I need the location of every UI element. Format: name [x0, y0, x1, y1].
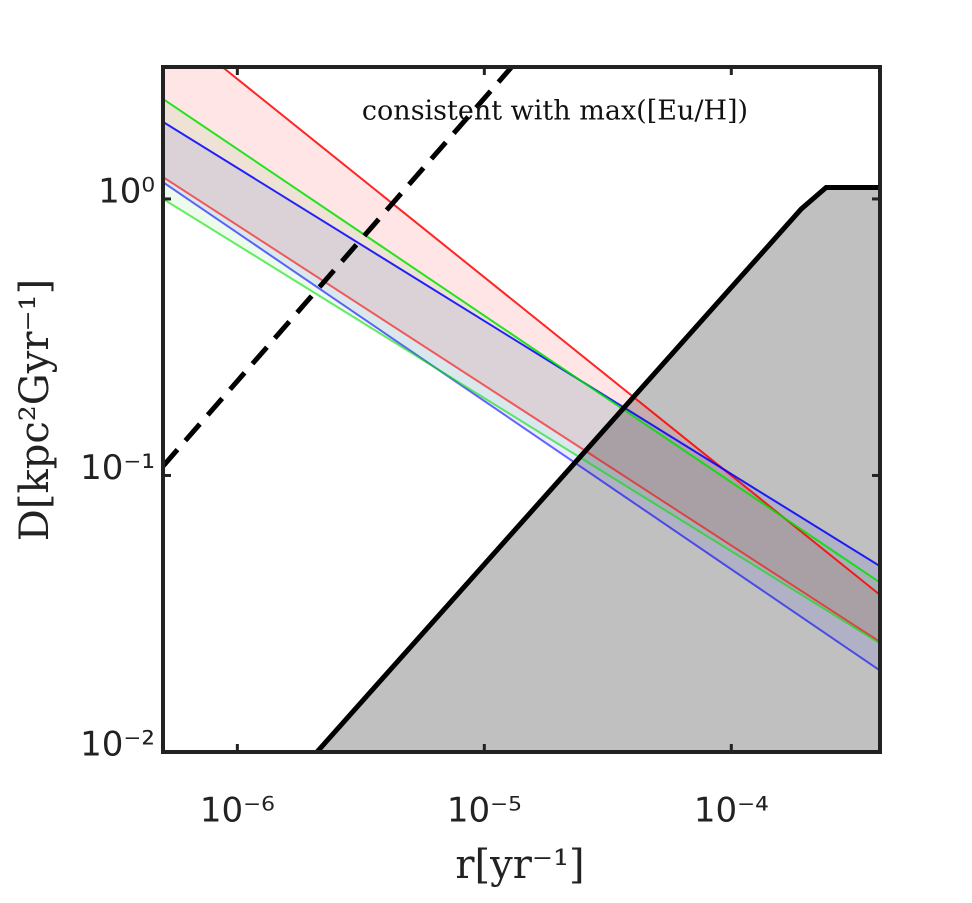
- band-edge: [163, 198, 880, 645]
- band-fill: [163, 67, 880, 642]
- x-tick-label: 10⁻⁴: [694, 791, 769, 831]
- band-fill: [163, 98, 880, 644]
- limit-line: [163, 67, 514, 468]
- y-tick-label: 10⁻²: [80, 725, 155, 765]
- x-axis-label: r[yr⁻¹]: [455, 842, 584, 888]
- plot-area: [163, 67, 880, 752]
- y-tick-label: 10⁻¹: [80, 448, 155, 488]
- band-edge: [163, 181, 880, 672]
- band-edge: [163, 121, 880, 567]
- x-tick-label: 10⁻⁶: [200, 791, 275, 831]
- annotation: consistent with max([Eu/H]): [362, 96, 748, 127]
- plot-frame: [161, 65, 882, 754]
- band-edge: [163, 176, 880, 643]
- x-tick-label: 10⁻⁵: [447, 791, 522, 831]
- band-edge: [163, 67, 880, 596]
- excluded-boundary: [315, 184, 880, 752]
- y-tick-label: 10⁰: [98, 171, 155, 211]
- band-edge: [163, 98, 880, 584]
- y-axis-label: D[kpc²Gyr⁻¹]: [12, 279, 58, 541]
